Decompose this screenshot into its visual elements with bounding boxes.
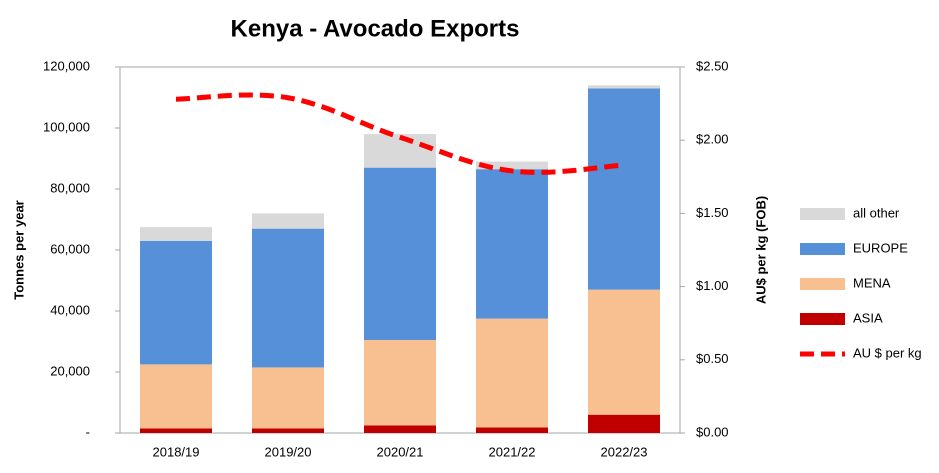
y2-tick-label: $1.00 [696, 278, 729, 293]
y2-tick-label: $2.50 [696, 58, 729, 73]
y-axis-label: Tonnes per year [11, 200, 26, 299]
chart-title: Kenya - Avocado Exports [231, 15, 520, 42]
y2-tick-label: $0.00 [696, 424, 729, 439]
legend-label: all other [853, 205, 900, 220]
bar-segment [476, 318, 548, 428]
x-tick-label: 2018/19 [153, 444, 200, 459]
bar-segment [140, 364, 212, 429]
bar-segment [140, 428, 212, 433]
bar-segment [252, 213, 324, 229]
bar-segment [476, 161, 548, 170]
x-tick-label: 2021/22 [489, 444, 536, 459]
x-tick-label: 2022/23 [601, 444, 648, 459]
legend-label: AU $ per kg [853, 345, 922, 360]
price-line [175, 92, 625, 175]
legend-swatch [800, 208, 845, 220]
bar-segment [364, 167, 436, 340]
y-tick-label: 20,000 [50, 363, 90, 378]
bar-segment [588, 414, 660, 433]
y-tick-label: - [86, 424, 90, 439]
bar-segment [252, 367, 324, 429]
bar-segment [364, 339, 436, 426]
legend-swatch [800, 313, 845, 325]
y-tick-label: 100,000 [43, 119, 90, 134]
y2-axis-label: AU$ per kg (FOB) [753, 196, 768, 304]
bar-segment [364, 425, 436, 433]
bar-segment [588, 289, 660, 415]
y2-tick-label: $0.50 [696, 351, 729, 366]
legend-swatch [800, 243, 845, 255]
legend-label: ASIA [853, 310, 883, 325]
legend-label: EUROPE [853, 240, 908, 255]
bar-segment [252, 228, 324, 368]
bar-segment [588, 85, 660, 89]
y-tick-label: 60,000 [50, 241, 90, 256]
x-tick-label: 2020/21 [377, 444, 424, 459]
y2-tick-label: $2.00 [696, 132, 729, 147]
bar-segment [476, 427, 548, 433]
x-tick-label: 2019/20 [265, 444, 312, 459]
bar-segment [252, 428, 324, 433]
y-tick-label: 80,000 [50, 180, 90, 195]
bar-segment [588, 88, 660, 290]
y-tick-label: 40,000 [50, 302, 90, 317]
bar-segment [476, 169, 548, 319]
y2-tick-label: $1.50 [696, 205, 729, 220]
y-tick-label: 120,000 [43, 58, 90, 73]
legend-label: MENA [853, 275, 891, 290]
legend-swatch [800, 278, 845, 290]
bar-segment [140, 240, 212, 365]
bar-segment [140, 227, 212, 241]
